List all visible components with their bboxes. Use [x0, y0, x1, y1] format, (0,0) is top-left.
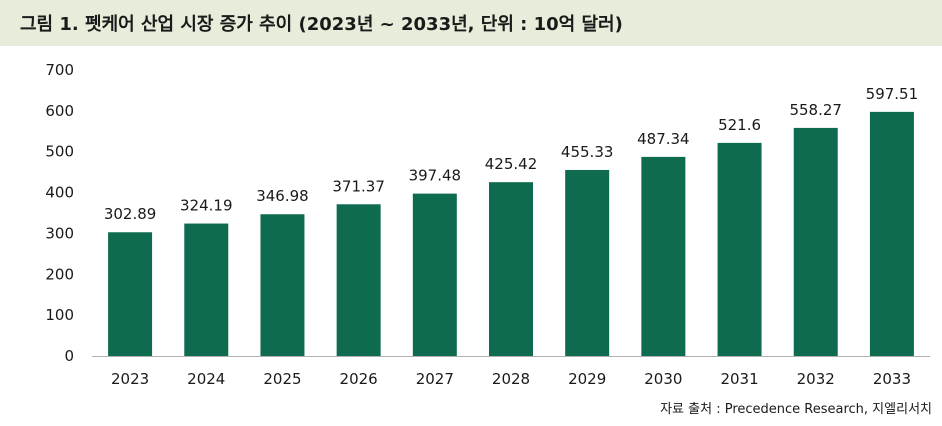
x-tick-label: 2030 — [644, 370, 682, 388]
bar — [489, 182, 533, 356]
data-label: 521.6 — [718, 116, 761, 134]
x-tick-label: 2023 — [111, 370, 149, 388]
bar — [260, 214, 305, 356]
source-note: 자료 출처 : Precedence Research, 지엘리서치 — [660, 402, 932, 417]
data-label: 425.42 — [485, 155, 538, 173]
x-tick-label: 2028 — [492, 370, 530, 388]
data-label: 455.33 — [561, 143, 614, 161]
data-label: 302.89 — [104, 205, 157, 223]
bar — [641, 156, 686, 356]
bar — [717, 142, 762, 356]
title-bar: 그림 1. 펫케어 산업 시장 증가 추이 (2023년 ~ 2033년, 단위… — [0, 0, 942, 46]
bar — [412, 193, 457, 356]
y-tick-label: 700 — [45, 61, 74, 79]
x-tick-label: 2032 — [797, 370, 835, 388]
y-tick-label: 500 — [45, 143, 74, 161]
y-tick-label: 400 — [45, 184, 74, 202]
data-label: 397.48 — [409, 167, 462, 185]
data-label: 324.19 — [180, 197, 233, 215]
x-tick-label: 2027 — [416, 370, 454, 388]
x-tick-label: 2031 — [720, 370, 758, 388]
bar — [108, 232, 153, 356]
data-label: 597.51 — [866, 85, 919, 103]
data-label: 346.98 — [256, 187, 309, 205]
bar — [565, 169, 610, 356]
y-tick-label: 300 — [45, 224, 74, 242]
y-tick-label: 0 — [64, 347, 74, 365]
x-tick-label: 2033 — [873, 370, 911, 388]
y-tick-label: 200 — [45, 265, 74, 283]
x-tick-label: 2026 — [340, 370, 378, 388]
data-label: 371.37 — [332, 177, 385, 195]
y-tick-label: 100 — [45, 306, 74, 324]
x-tick-label: 2029 — [568, 370, 606, 388]
bar — [869, 111, 914, 357]
x-tick-label: 2025 — [263, 370, 301, 388]
x-tick-label: 2024 — [187, 370, 225, 388]
chart-title: 그림 1. 펫케어 산업 시장 증가 추이 (2023년 ~ 2033년, 단위… — [20, 14, 623, 35]
bar — [336, 204, 381, 356]
bar — [793, 127, 838, 356]
data-label: 487.34 — [637, 130, 690, 148]
data-label: 558.27 — [789, 101, 842, 119]
y-tick-label: 600 — [45, 102, 74, 120]
bar — [184, 223, 229, 356]
